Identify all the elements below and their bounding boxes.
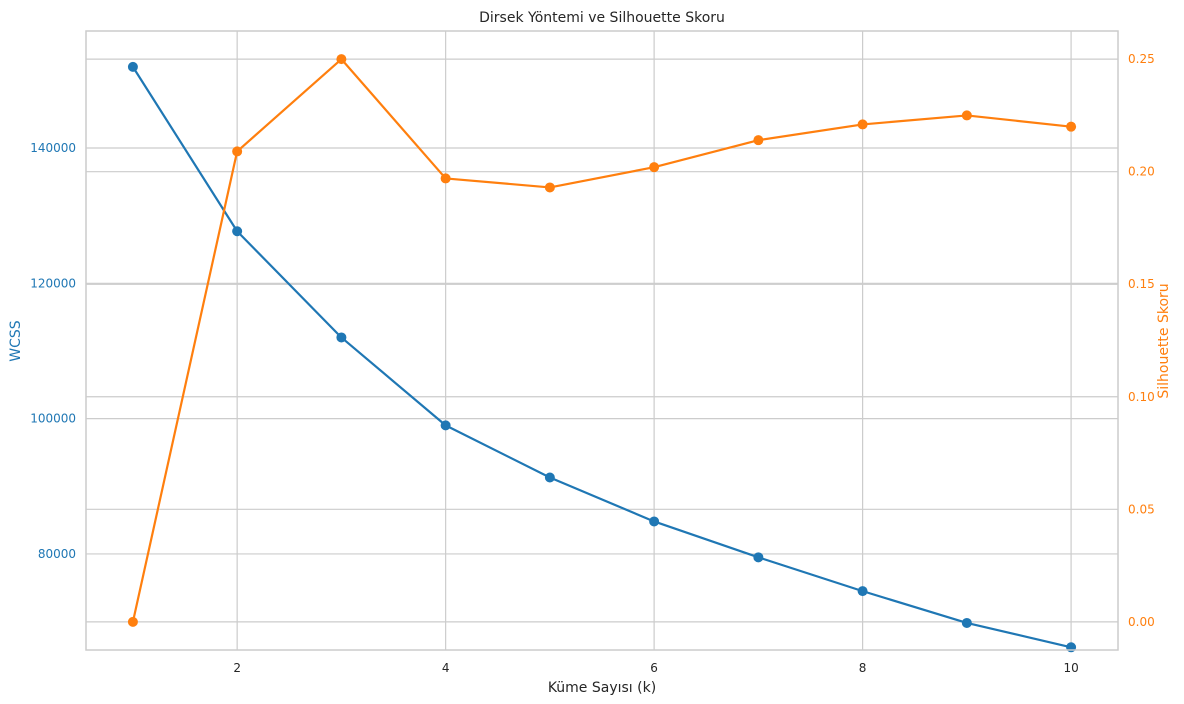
left-y-tick-label: 80000 bbox=[38, 547, 76, 561]
x-tick-label: 8 bbox=[859, 661, 867, 675]
data-point-left bbox=[544, 472, 555, 483]
data-point-right bbox=[857, 119, 868, 130]
left-y-tick-label: 120000 bbox=[30, 276, 76, 290]
series-line-left bbox=[131, 66, 1072, 649]
data-point-right bbox=[336, 54, 347, 65]
data-point-left bbox=[232, 226, 243, 237]
right-y-tick-label: 0.15 bbox=[1128, 277, 1155, 291]
chart-title: Dirsek Yöntemi ve Silhouette Skoru bbox=[479, 10, 725, 26]
series-line-right bbox=[131, 58, 1072, 623]
data-point-right bbox=[127, 616, 138, 627]
data-point-left bbox=[440, 420, 451, 431]
data-point-left bbox=[857, 586, 868, 597]
right-y-tick-label: 0.25 bbox=[1128, 52, 1155, 66]
data-point-left bbox=[961, 617, 972, 628]
data-point-right bbox=[753, 135, 764, 146]
x-axis-title: Küme Sayısı (k) bbox=[548, 680, 656, 696]
data-point-right bbox=[544, 182, 555, 193]
right-y-axis-title: Silhouette Skoru bbox=[1156, 283, 1172, 398]
x-tick-label: 10 bbox=[1063, 661, 1078, 675]
data-point-right bbox=[440, 173, 451, 184]
left-y-axis-title: WCSS bbox=[8, 320, 24, 362]
right-y-tick-label: 0.05 bbox=[1128, 502, 1155, 516]
data-point-left bbox=[753, 552, 764, 563]
grid-layer bbox=[86, 31, 1118, 650]
data-point-right bbox=[649, 162, 660, 173]
tick-labels: 2 4 6 8 10 80000 100000 120000 140000 0.00 0.05 0.1… bbox=[30, 52, 1155, 675]
series-layer bbox=[127, 54, 1077, 653]
x-tick-label: 2 bbox=[233, 661, 241, 675]
plot-border bbox=[85, 30, 1119, 651]
left-y-tick-label: 100000 bbox=[30, 412, 76, 426]
right-y-tick-label: 0.10 bbox=[1128, 390, 1155, 404]
x-tick-label: 4 bbox=[442, 661, 450, 675]
plot-frame bbox=[85, 30, 1119, 651]
data-point-left bbox=[127, 61, 138, 72]
data-point-right bbox=[232, 146, 243, 157]
data-point-right bbox=[961, 110, 972, 121]
right-y-tick-label: 0.00 bbox=[1128, 615, 1155, 629]
right-y-tick-label: 0.20 bbox=[1128, 165, 1155, 179]
x-tick-label: 6 bbox=[650, 661, 658, 675]
left-y-tick-label: 140000 bbox=[30, 141, 76, 155]
data-point-left bbox=[336, 332, 347, 343]
data-point-right bbox=[1066, 121, 1077, 132]
data-point-left bbox=[1066, 642, 1077, 653]
data-point-left bbox=[649, 516, 660, 527]
